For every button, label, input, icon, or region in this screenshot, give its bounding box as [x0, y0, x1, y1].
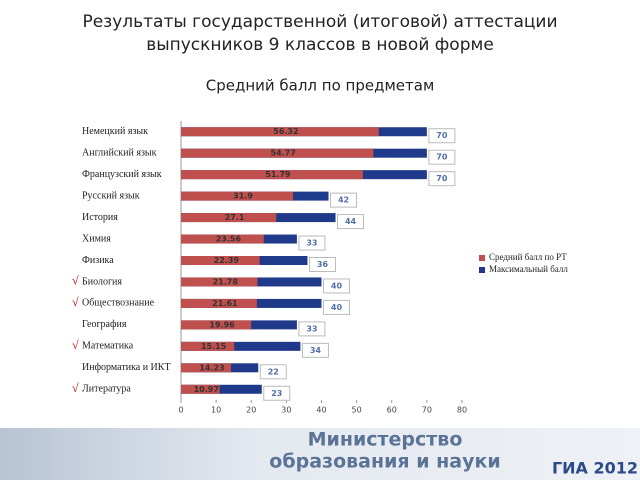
- avg-label: 21.78: [213, 277, 239, 286]
- max-label-box: [323, 299, 350, 315]
- avg-label: 27.1: [225, 213, 245, 222]
- avg-bar: [181, 363, 231, 373]
- x-tick-label: 50: [352, 406, 362, 415]
- x-tick-label: 60: [387, 406, 397, 415]
- category-label: Литература: [82, 384, 131, 395]
- avg-bar: [181, 298, 257, 308]
- avg-label: 22.39: [214, 256, 240, 265]
- max-label: 33: [306, 324, 317, 333]
- max-label: 70: [436, 153, 448, 162]
- category-label: География: [82, 319, 127, 330]
- avg-bar: [181, 213, 277, 223]
- max-label: 40: [331, 281, 343, 290]
- max-label-box: [263, 385, 291, 401]
- max-label-box: [259, 364, 287, 380]
- x-tick-label: 0: [178, 406, 183, 415]
- max-label-box: [308, 257, 336, 272]
- max-label-box: [298, 235, 326, 251]
- max-bar: [181, 384, 262, 394]
- x-tick-label: 10: [211, 406, 221, 415]
- max-label: 70: [436, 131, 448, 140]
- category-label: Английский язык: [82, 147, 157, 158]
- max-label: 40: [331, 303, 343, 312]
- avg-label: 54.77: [271, 149, 296, 158]
- avg-label: 31.9: [233, 192, 253, 201]
- avg-label: 14.23: [199, 363, 224, 372]
- category-label: Информатика и ИКТ: [82, 362, 171, 373]
- avg-bar: [181, 148, 374, 158]
- avg-label: 19.96: [209, 320, 235, 329]
- category-label: Физика: [82, 255, 114, 266]
- category-label: Русский язык: [82, 190, 140, 201]
- max-label-box: [301, 342, 329, 358]
- max-label-box: [337, 214, 365, 230]
- category-label: Обществознание: [82, 298, 155, 309]
- check-mark: √: [72, 274, 79, 288]
- subtitle: Средний балл по предметам: [206, 77, 435, 95]
- legend-label: Средний балл по РТ: [489, 252, 567, 262]
- avg-bar: [181, 320, 252, 330]
- max-label: 34: [310, 346, 322, 355]
- x-tick-label: 30: [281, 406, 291, 415]
- footer-band: [0, 428, 640, 480]
- x-tick-label: 40: [316, 406, 326, 415]
- avg-bar: [181, 256, 260, 265]
- avg-bar: [181, 277, 258, 287]
- max-label-box: [428, 128, 456, 144]
- avg-label: 56.32: [273, 127, 298, 136]
- avg-label: 10.97: [194, 385, 219, 394]
- max-label-box: [298, 321, 326, 337]
- title: Результаты государственной (итоговой) ат…: [82, 12, 557, 55]
- max-label-box: [330, 192, 358, 208]
- footer-line2: образования и науки: [269, 451, 500, 473]
- footer-badge: ГИА 2012: [552, 459, 638, 478]
- avg-label: 15.15: [201, 342, 227, 351]
- legend-swatch: [479, 267, 485, 273]
- max-label: 44: [345, 217, 357, 226]
- avg-label: 51.79: [265, 170, 291, 179]
- max-label: 36: [317, 260, 329, 269]
- footer-line1: Министерство: [308, 429, 463, 451]
- category-label: Химия: [82, 233, 111, 244]
- max-label-box: [323, 278, 350, 294]
- category-label: Биология: [82, 276, 122, 287]
- check-mark: √: [72, 381, 79, 395]
- category-label: Немецкий язык: [82, 126, 148, 137]
- avg-label: 23.56: [216, 235, 242, 244]
- avg-bar: [181, 384, 220, 394]
- max-label: 70: [436, 174, 448, 183]
- avg-label: 21.61: [212, 299, 238, 308]
- avg-bar: [181, 127, 379, 137]
- max-label-box: [428, 171, 456, 187]
- legend-label: Максимальный балл: [489, 264, 568, 274]
- max-label: 23: [271, 389, 282, 398]
- check-mark: √: [72, 295, 79, 309]
- x-tick-label: 80: [457, 406, 467, 415]
- avg-bar: [181, 341, 235, 351]
- max-label: 22: [268, 367, 279, 376]
- avg-bar: [181, 234, 264, 244]
- max-label: 33: [306, 239, 317, 248]
- category-label: Французский язык: [82, 169, 162, 180]
- x-tick-label: 20: [246, 406, 256, 415]
- avg-bar: [181, 170, 363, 180]
- category-label: Математика: [82, 341, 134, 352]
- category-label: История: [82, 212, 118, 223]
- max-label-box: [428, 149, 456, 165]
- avg-bar: [181, 191, 294, 201]
- legend-swatch: [479, 255, 485, 261]
- max-bar: [181, 341, 301, 351]
- x-tick-label: 70: [422, 406, 432, 415]
- check-mark: √: [72, 338, 79, 352]
- max-label: 42: [338, 196, 349, 205]
